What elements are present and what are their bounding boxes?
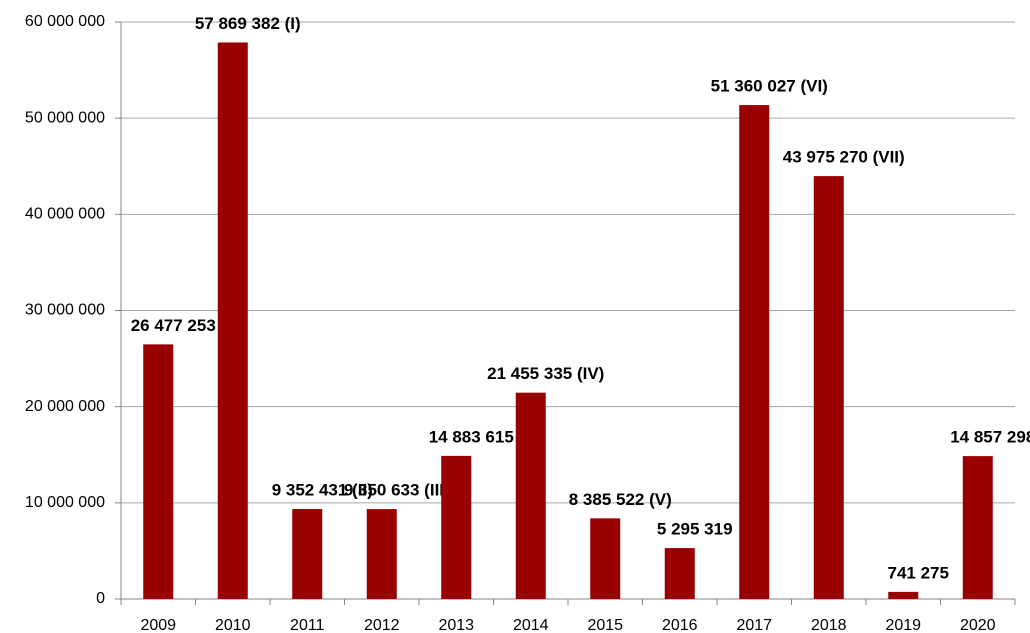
data-label: 14 883 615 [429, 427, 514, 446]
x-tick-label: 2015 [587, 617, 623, 633]
y-tick-label: 0 [96, 590, 105, 607]
x-tick-label: 2019 [885, 617, 921, 633]
bar [590, 518, 621, 599]
data-label: 5 295 319 [657, 520, 733, 539]
bar [962, 456, 993, 599]
bar [217, 42, 248, 600]
x-tick-label: 2012 [364, 617, 400, 633]
data-label: 57 869 382 (I) [195, 14, 301, 33]
data-label: 741 275 [888, 563, 949, 582]
x-tick-label: 2013 [438, 617, 474, 633]
y-tick-label: 40 000 000 [25, 206, 105, 223]
bar [441, 455, 472, 599]
x-tick-label: 2020 [960, 617, 996, 633]
bar [366, 509, 397, 599]
bar [813, 176, 844, 599]
bar [888, 591, 919, 599]
bar [515, 392, 546, 599]
bar [143, 344, 174, 599]
x-tick-label: 2011 [290, 617, 325, 633]
y-tick-label: 50 000 000 [25, 109, 105, 126]
data-label: 51 360 027 (VI) [711, 77, 828, 96]
bar [292, 509, 323, 599]
x-tick-label: 2016 [662, 617, 698, 633]
data-label: 26 477 253 [131, 316, 216, 335]
data-label: 14 857 298 [950, 428, 1030, 447]
data-label: 8 385 522 (V) [569, 490, 672, 509]
y-tick-label: 10 000 000 [25, 494, 105, 511]
x-tick-label: 2014 [513, 617, 549, 633]
data-label: 9 350 633 (III) [344, 481, 450, 500]
y-tick-label: 60 000 000 [25, 13, 105, 30]
x-tick-label: 2018 [811, 617, 847, 633]
data-label: 21 455 335 (IV) [487, 364, 604, 383]
data-label: 9 352 431 (II) [272, 481, 373, 500]
data-label: 43 975 270 (VII) [783, 148, 905, 167]
x-tick-label: 2010 [215, 617, 251, 633]
x-tick-label: 2009 [140, 617, 176, 633]
bar [664, 548, 695, 599]
x-tick-label: 2017 [736, 617, 772, 633]
y-tick-label: 30 000 000 [25, 302, 105, 319]
y-tick-label: 20 000 000 [25, 398, 105, 415]
bar [739, 105, 770, 599]
